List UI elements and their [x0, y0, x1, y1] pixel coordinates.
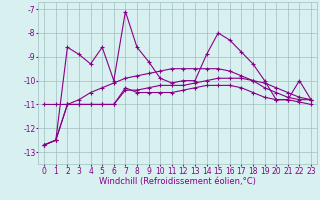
- X-axis label: Windchill (Refroidissement éolien,°C): Windchill (Refroidissement éolien,°C): [99, 177, 256, 186]
